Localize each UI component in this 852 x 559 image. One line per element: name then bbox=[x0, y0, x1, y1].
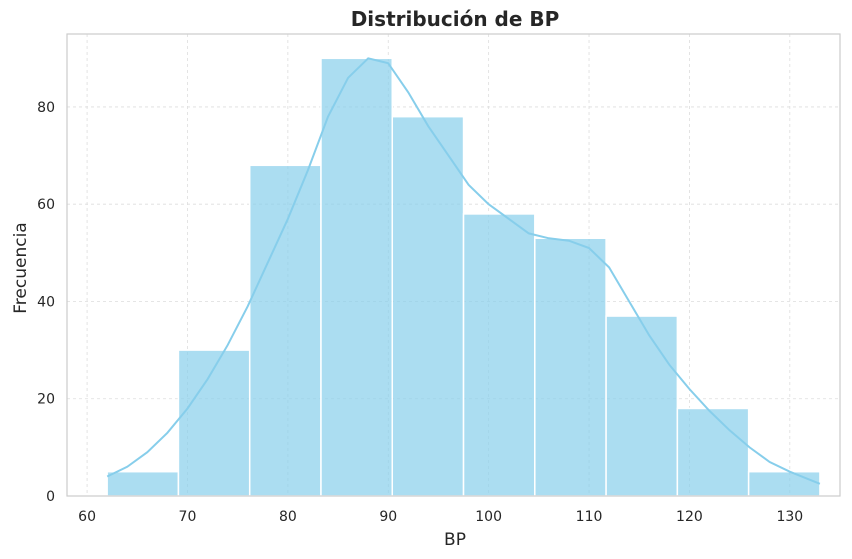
x-tick-label: 110 bbox=[576, 509, 603, 525]
histogram-bar-9 bbox=[747, 470, 821, 497]
kde-curve bbox=[106, 57, 821, 485]
y-tick-label: 0 bbox=[46, 489, 55, 505]
y-tick-labels: 0 20 40 60 80 bbox=[37, 100, 55, 505]
histogram-bar-1 bbox=[177, 349, 251, 497]
y-tick-label: 40 bbox=[37, 294, 55, 310]
x-axis-label: BP bbox=[444, 530, 466, 550]
x-tick-label: 60 bbox=[78, 509, 96, 525]
x-tick-label: 90 bbox=[379, 509, 397, 525]
x-tick-label: 70 bbox=[179, 509, 197, 525]
histogram-bar-6 bbox=[534, 237, 607, 497]
y-tick-label: 20 bbox=[37, 392, 55, 408]
x-tick-label: 80 bbox=[279, 509, 297, 525]
chart-title: Distribución de BP bbox=[351, 7, 560, 31]
plot-frame bbox=[66, 33, 841, 497]
y-tick-label: 80 bbox=[37, 100, 55, 116]
x-tick-label: 130 bbox=[776, 509, 803, 525]
histogram-bar-3 bbox=[320, 57, 394, 497]
y-axis-label: Frecuencia bbox=[11, 222, 31, 313]
x-tick-labels: 60 70 80 90 100 110 120 130 bbox=[78, 509, 803, 525]
histogram-bars bbox=[106, 57, 821, 497]
histogram-bar-5 bbox=[462, 213, 536, 497]
histogram-bar-0 bbox=[106, 470, 180, 497]
x-tick-label: 120 bbox=[676, 509, 703, 525]
histogram-bar-7 bbox=[605, 315, 679, 497]
x-tick-label: 100 bbox=[475, 509, 502, 525]
histogram-bar-8 bbox=[676, 407, 750, 497]
histogram-bar-4 bbox=[391, 115, 465, 497]
histogram-bar-2 bbox=[248, 164, 322, 497]
y-tick-label: 60 bbox=[37, 197, 55, 213]
